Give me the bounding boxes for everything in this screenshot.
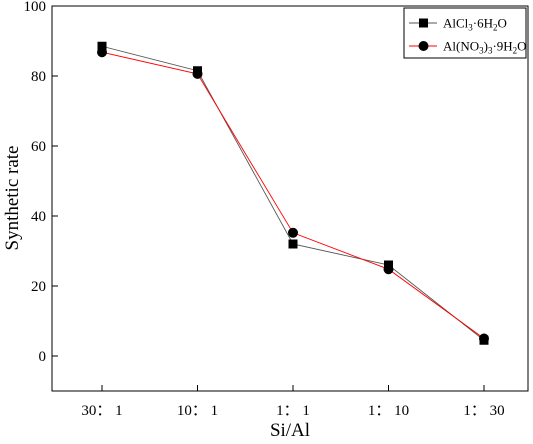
legend-label-1: AlCl3·6H2O — [443, 16, 507, 33]
series-1-point — [288, 239, 298, 249]
y-tick-label: 80 — [31, 69, 46, 85]
x-tick-label: 1： 30 — [463, 403, 504, 419]
series-line-1 — [101, 45, 485, 341]
x-tick-label: 1： 10 — [368, 403, 409, 419]
series-2-point — [288, 227, 298, 238]
legend-box — [403, 7, 527, 59]
legend-label-2: Al(NO3)3·9H2O — [443, 39, 527, 56]
series-1-point — [97, 41, 107, 51]
legend-marker-circle — [418, 41, 429, 51]
x-tick-label: 1： 1 — [276, 403, 310, 419]
y-tick-label: 0 — [39, 349, 47, 365]
series-2-point — [479, 333, 489, 344]
series-2-point — [383, 264, 394, 275]
y-tick-label: 20 — [31, 279, 46, 295]
legend-marker-square — [419, 18, 428, 28]
x-tick-label: 30： 1 — [81, 403, 122, 419]
legend: AlCl3·6H2O Al(NO3)3·9H2O — [403, 7, 527, 59]
series-2-point — [97, 47, 107, 58]
series-layer — [97, 41, 489, 345]
x-axis-title: Si/Al — [270, 420, 310, 441]
y-axis-title: Synthetic rate — [2, 146, 23, 251]
y-tick-label: 60 — [31, 139, 46, 155]
y-tick-label: 40 — [31, 209, 46, 225]
plot-area — [51, 5, 529, 392]
y-axis: 0 20 40 60 80 100 — [24, 0, 58, 365]
x-tick-label: 10： 1 — [177, 403, 218, 419]
y-tick-label: 100 — [24, 0, 47, 15]
x-axis: 30： 1 10： 1 1： 1 1： 10 1： 30 — [81, 385, 505, 419]
series-2-point — [192, 68, 203, 79]
